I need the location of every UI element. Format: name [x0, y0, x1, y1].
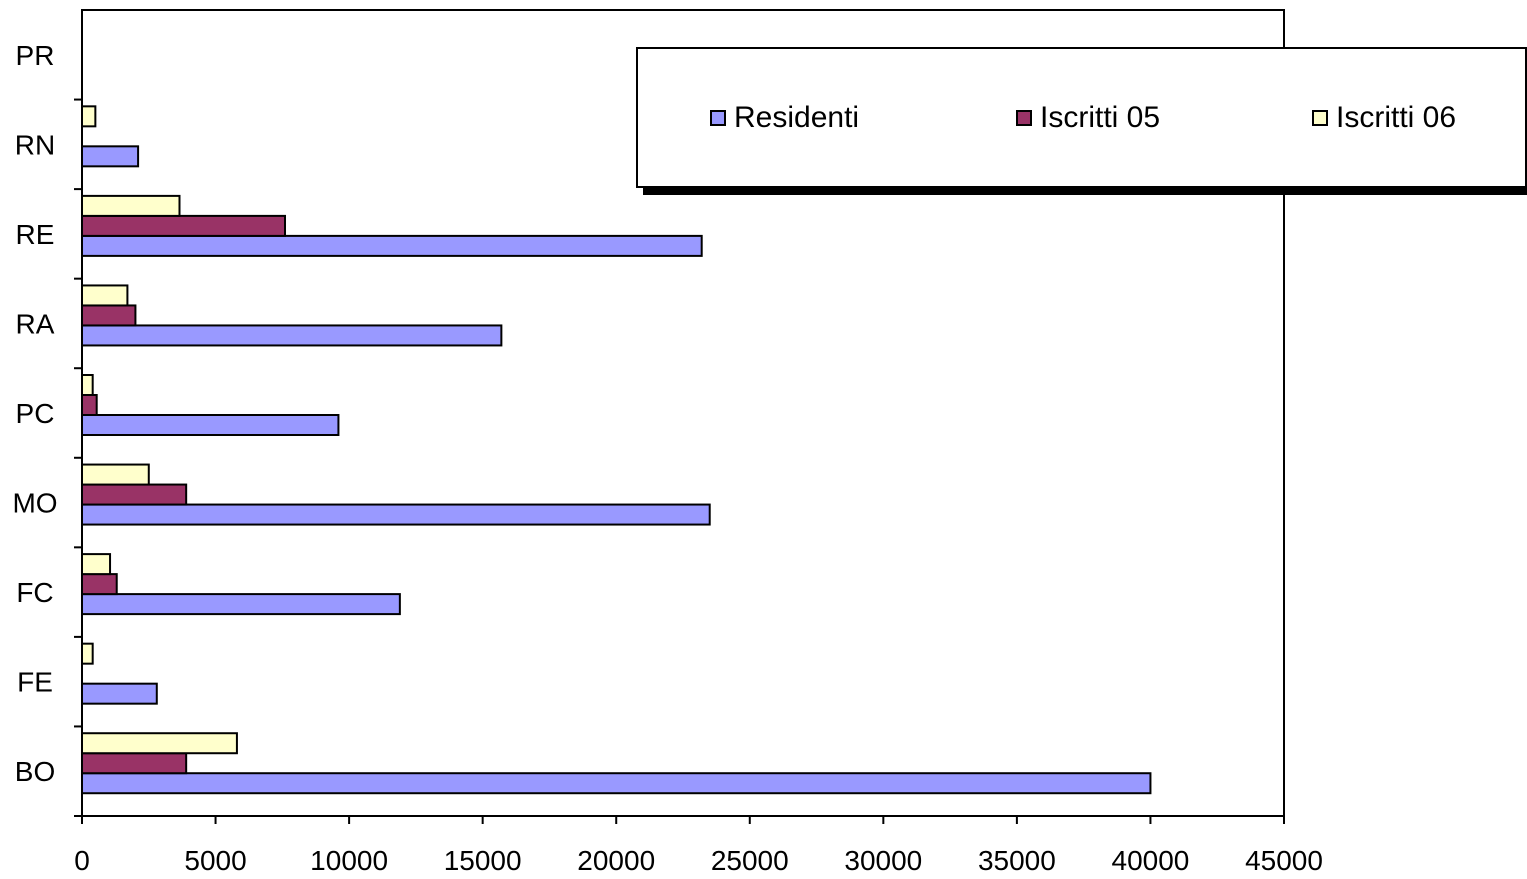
bar-residenti-re [81, 234, 703, 257]
bar-residenti-rn [81, 145, 140, 168]
bar-iscritti-05-pc [81, 394, 98, 416]
legend-item-iscritti-06: Iscritti 06 [1312, 101, 1456, 135]
bar-iscritti-06-mo [81, 463, 150, 486]
legend-label-iscritti-05: Iscritti 05 [1040, 101, 1161, 134]
legend-swatch-iscritti-05 [1016, 110, 1032, 126]
bar-iscritti-06-bo [81, 732, 238, 755]
x-tick-label-20000: 20000 [577, 845, 655, 876]
legend-label-residenti: Residenti [734, 101, 860, 134]
bar-residenti-bo [81, 772, 1152, 795]
bar-iscritti-06-ra [81, 284, 129, 307]
y-tick-label-fc: FC [16, 577, 53, 608]
y-tick-label-re: RE [16, 219, 55, 250]
bar-iscritti-05-ra [81, 304, 137, 327]
x-tick-label-10000: 10000 [310, 845, 388, 876]
x-tick-label-15000: 15000 [444, 845, 522, 876]
x-tick-label-0: 0 [74, 845, 90, 876]
legend-swatch-iscritti-06 [1312, 110, 1328, 126]
bar-iscritti-06-rn [81, 105, 97, 128]
legend-swatch-residenti [710, 110, 726, 126]
y-tick-label-mo: MO [12, 488, 57, 519]
x-tick-label-35000: 35000 [978, 845, 1056, 876]
x-tick-label-45000: 45000 [1245, 845, 1323, 876]
bar-iscritti-06-fe [81, 642, 94, 665]
x-tick-label-5000: 5000 [184, 845, 246, 876]
x-tick-label-30000: 30000 [844, 845, 922, 876]
y-axis-tick-labels: BO FE FC MO PC RA RE RN PR [12, 40, 82, 817]
legend-item-iscritti-05: Iscritti 05 [1016, 101, 1160, 135]
y-tick-label-rn: RN [15, 129, 55, 160]
bar-residenti-pc [81, 414, 340, 436]
y-tick-label-pr: PR [16, 40, 55, 71]
legend-item-residenti: Residenti [710, 101, 859, 135]
x-tick-label-25000: 25000 [711, 845, 789, 876]
y-tick-label-bo: BO [15, 756, 55, 787]
bar-iscritti-05-re [81, 214, 287, 237]
y-tick-label-pc: PC [16, 398, 55, 429]
bars-group [81, 105, 1152, 795]
bar-iscritti-06-re [81, 194, 181, 217]
bar-iscritti-05-bo [81, 752, 188, 775]
bar-iscritti-05-fc [81, 573, 118, 596]
bar-residenti-fc [81, 593, 401, 616]
bar-residenti-fe [81, 682, 158, 705]
legend-label-iscritti-06: Iscritti 06 [1336, 101, 1457, 134]
legend: Residenti Iscritti 05 Iscritti 06 [636, 47, 1527, 188]
y-tick-label-ra: RA [16, 308, 55, 339]
y-tick-label-fe: FE [17, 667, 53, 698]
x-tick-label-40000: 40000 [1112, 845, 1190, 876]
bar-iscritti-05-mo [81, 483, 188, 506]
bar-iscritti-06-pc [81, 374, 94, 396]
bar-residenti-ra [81, 324, 503, 347]
bar-iscritti-06-fc [81, 553, 112, 576]
x-axis-tick-labels: 0 5000 10000 15000 20000 25000 30000 35000 40000… [74, 816, 1323, 876]
bar-residenti-mo [81, 503, 711, 526]
